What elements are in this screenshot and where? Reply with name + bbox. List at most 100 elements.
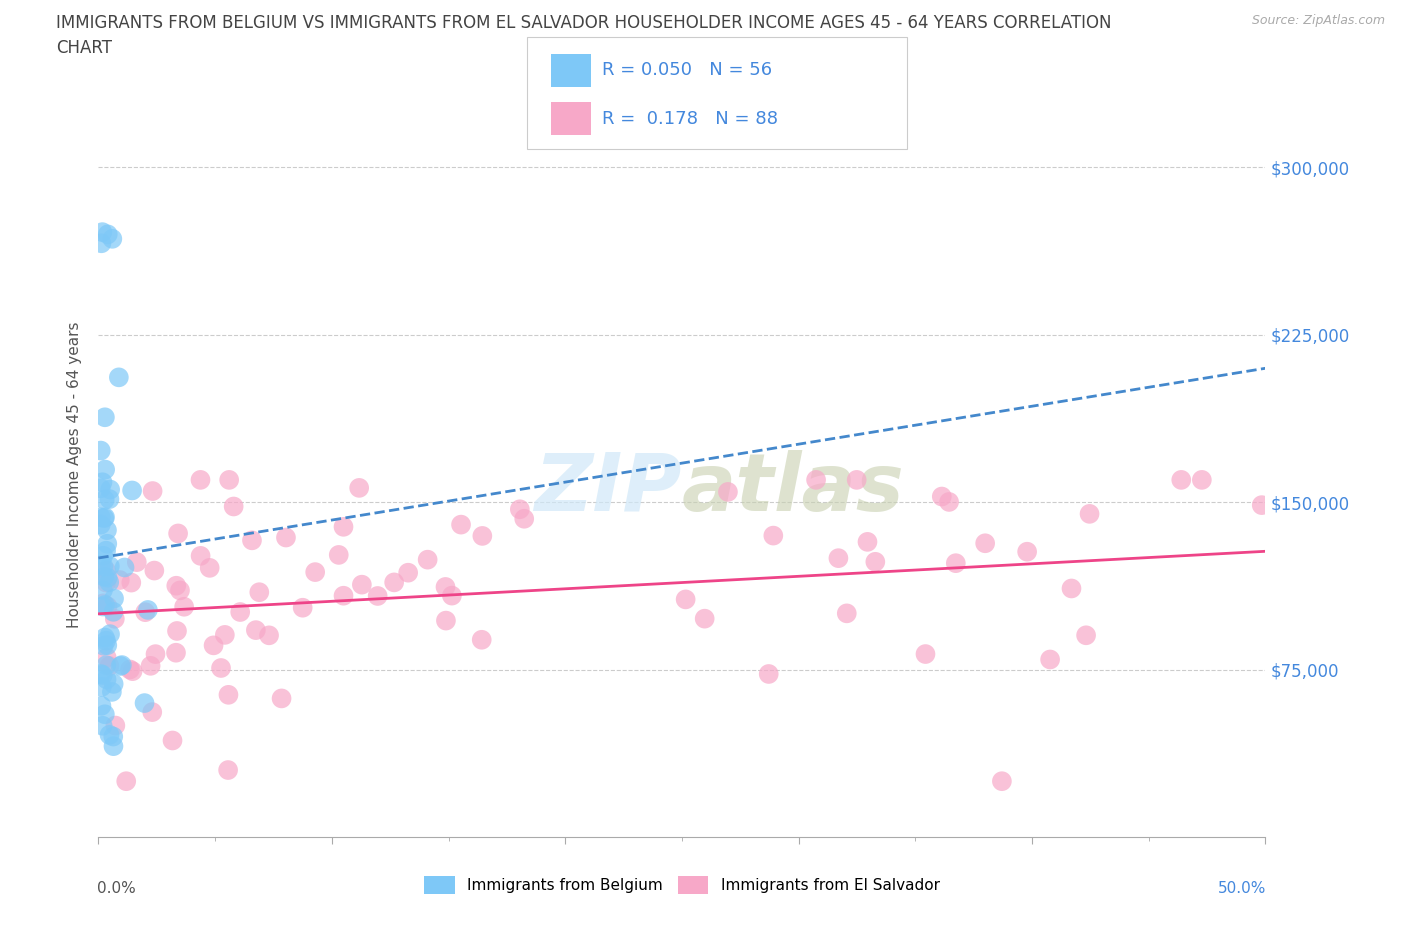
Point [162, 733, 184, 748]
Point [96, 658, 118, 672]
Point [1060, 581, 1083, 596]
Point [96, 638, 118, 653]
Text: R =  0.178   N = 88: R = 0.178 N = 88 [602, 110, 778, 127]
Point [440, 588, 463, 603]
Point [240, 533, 263, 548]
Point [98, 627, 121, 642]
Point [91, 596, 114, 611]
Point [94, 410, 117, 425]
Point [1017, 544, 1039, 559]
Point [217, 763, 239, 777]
Point [101, 684, 124, 699]
Point [91, 225, 114, 240]
Point [350, 578, 373, 592]
Point [1170, 472, 1192, 487]
Point [93, 511, 115, 525]
Point [382, 575, 405, 590]
Point [165, 645, 187, 660]
Point [758, 667, 780, 682]
Text: 50.0%: 50.0% [1218, 881, 1267, 896]
Point [931, 489, 953, 504]
Point [143, 564, 166, 578]
Point [94, 633, 117, 648]
Point [332, 589, 354, 604]
Point [367, 589, 389, 604]
Point [94, 597, 117, 612]
Text: Source: ZipAtlas.com: Source: ZipAtlas.com [1251, 14, 1385, 27]
Point [121, 483, 143, 498]
Point [98, 727, 121, 742]
Point [98, 658, 121, 673]
Point [274, 530, 297, 545]
Point [94, 543, 117, 558]
Text: CHART: CHART [56, 39, 112, 57]
Point [91, 668, 114, 683]
Point [332, 519, 354, 534]
Point [91, 599, 114, 614]
Point [1191, 472, 1213, 487]
Point [845, 472, 868, 487]
Point [121, 664, 143, 679]
Point [110, 658, 132, 673]
Point [347, 481, 370, 496]
Point [98, 482, 121, 497]
Point [103, 729, 125, 744]
Point [509, 502, 531, 517]
Point [938, 495, 960, 510]
Point [835, 606, 858, 621]
Point [97, 599, 120, 614]
Text: ZIP: ZIP [534, 450, 682, 528]
Point [202, 638, 225, 653]
Point [247, 585, 270, 600]
Point [1074, 628, 1097, 643]
Point [141, 705, 163, 720]
Point [945, 556, 967, 571]
Point [90, 557, 112, 572]
Point [108, 573, 131, 588]
Point [125, 554, 148, 569]
Point [120, 575, 142, 590]
Point [136, 603, 159, 618]
Point [209, 660, 232, 675]
Point [98, 575, 121, 590]
Point [96, 523, 118, 538]
Point [173, 599, 195, 614]
Point [165, 578, 187, 593]
Point [229, 604, 252, 619]
Point [115, 774, 138, 789]
Point [214, 628, 236, 643]
Point [396, 565, 419, 580]
Point [450, 517, 472, 532]
Point [90, 667, 112, 682]
Point [96, 650, 118, 665]
Legend: Immigrants from Belgium, Immigrants from El Salvador: Immigrants from Belgium, Immigrants from… [416, 868, 948, 902]
Point [98, 559, 121, 574]
Point [218, 472, 240, 487]
Point [190, 472, 212, 487]
Point [134, 696, 156, 711]
Point [104, 718, 127, 733]
Point [114, 560, 136, 575]
Point [94, 462, 117, 477]
Point [471, 528, 494, 543]
Point [93, 569, 115, 584]
Point [827, 551, 849, 565]
Point [118, 662, 141, 677]
Point [974, 536, 997, 551]
Point [98, 492, 121, 507]
Point [103, 738, 125, 753]
Point [103, 591, 125, 606]
Point [804, 472, 827, 487]
Point [134, 604, 156, 619]
Point [94, 707, 117, 722]
Point [1039, 652, 1062, 667]
Point [190, 549, 212, 564]
Point [434, 613, 457, 628]
Point [104, 611, 127, 626]
Point [434, 579, 457, 594]
Point [91, 559, 114, 574]
Point [103, 604, 125, 619]
Point [991, 774, 1014, 789]
Point [94, 510, 117, 525]
Point [90, 443, 112, 458]
